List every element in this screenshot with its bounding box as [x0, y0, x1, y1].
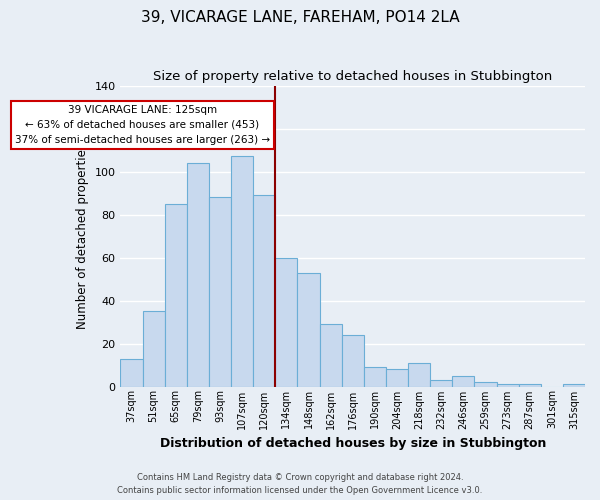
Text: Contains HM Land Registry data © Crown copyright and database right 2024.
Contai: Contains HM Land Registry data © Crown c…: [118, 473, 482, 495]
Bar: [475, 382, 497, 386]
Text: 39 VICARAGE LANE: 125sqm
← 63% of detached houses are smaller (453)
37% of semi-: 39 VICARAGE LANE: 125sqm ← 63% of detach…: [15, 105, 270, 144]
Bar: [275, 258, 298, 386]
Bar: [187, 163, 209, 386]
Bar: [497, 384, 518, 386]
Bar: [143, 312, 164, 386]
X-axis label: Distribution of detached houses by size in Stubbington: Distribution of detached houses by size …: [160, 437, 546, 450]
Bar: [320, 324, 341, 386]
Bar: [164, 204, 187, 386]
Title: Size of property relative to detached houses in Stubbington: Size of property relative to detached ho…: [153, 70, 553, 83]
Bar: [364, 367, 386, 386]
Bar: [253, 195, 275, 386]
Bar: [452, 376, 475, 386]
Bar: [386, 370, 408, 386]
Bar: [298, 272, 320, 386]
Bar: [518, 384, 541, 386]
Bar: [341, 335, 364, 386]
Text: 39, VICARAGE LANE, FAREHAM, PO14 2LA: 39, VICARAGE LANE, FAREHAM, PO14 2LA: [140, 10, 460, 25]
Bar: [563, 384, 585, 386]
Bar: [430, 380, 452, 386]
Bar: [408, 363, 430, 386]
Bar: [121, 358, 143, 386]
Bar: [209, 198, 231, 386]
Y-axis label: Number of detached properties: Number of detached properties: [76, 143, 89, 329]
Bar: [231, 156, 253, 386]
